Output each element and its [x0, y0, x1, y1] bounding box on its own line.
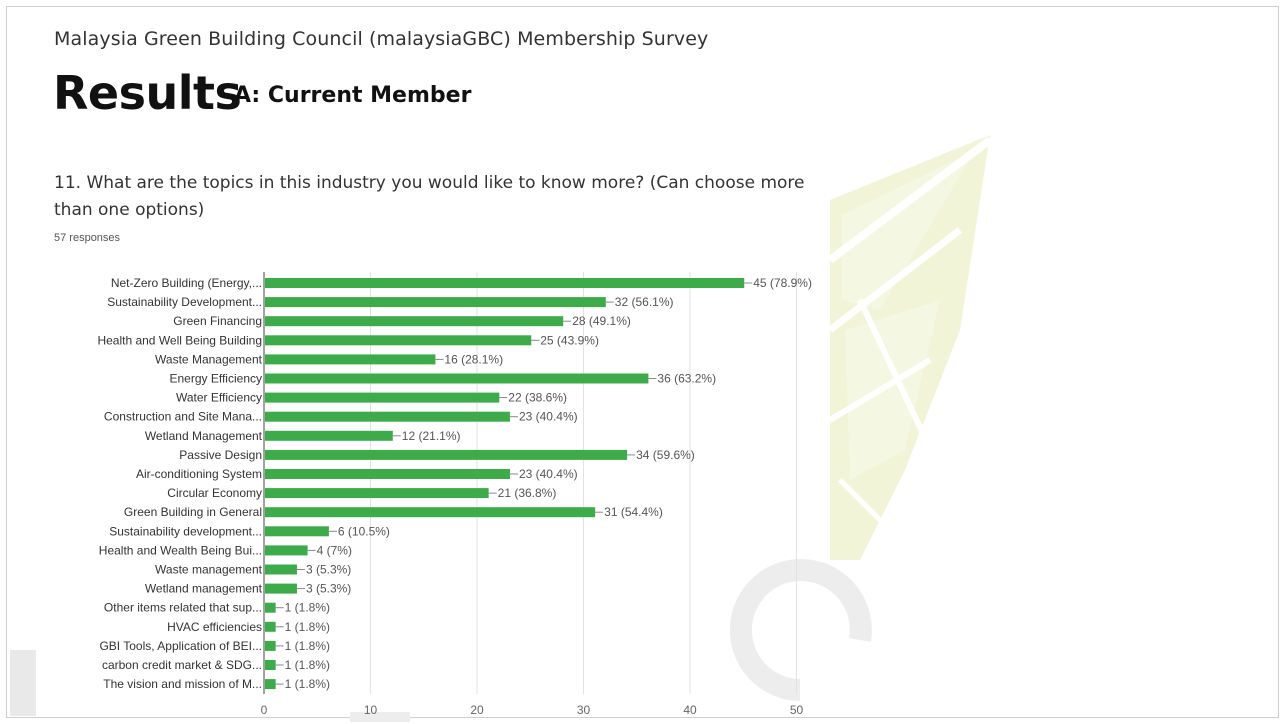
bar [265, 602, 276, 613]
data-label: 25 (43.9%) [540, 333, 599, 347]
bar [265, 297, 606, 308]
data-label: 6 (10.5%) [338, 524, 390, 538]
data-label: 16 (28.1%) [444, 352, 503, 366]
response-count: 57 responses [54, 232, 121, 244]
category-label: Health and Wealth Being Bui... [99, 543, 262, 557]
data-label: 28 (49.1%) [572, 314, 631, 328]
data-label: 23 (40.4%) [519, 410, 578, 424]
x-tick-label: 20 [470, 703, 484, 717]
data-label: 21 (36.8%) [498, 486, 557, 500]
section-label: A: Current Member [234, 83, 472, 108]
bar [265, 316, 564, 327]
bar [265, 373, 649, 384]
category-label: Waste Management [155, 352, 263, 366]
x-tick-label: 0 [261, 703, 268, 717]
data-label: 34 (59.6%) [636, 448, 695, 462]
data-label: 36 (63.2%) [657, 372, 716, 386]
category-label: Other items related that sup... [104, 601, 262, 615]
category-label: Health and Well Being Building [97, 333, 262, 347]
category-label: Net-Zero Building (Energy,... [111, 276, 262, 290]
bar [265, 507, 596, 518]
category-label: Green Building in General [124, 505, 262, 519]
x-tick-label: 30 [577, 703, 591, 717]
data-label: 1 (1.8%) [285, 639, 330, 653]
bar [265, 430, 393, 441]
slide-frame [6, 6, 1279, 718]
data-label: 23 (40.4%) [519, 467, 578, 481]
bar [265, 488, 489, 499]
bar [265, 449, 628, 460]
category-label: Passive Design [179, 448, 262, 462]
x-tick-label: 10 [364, 703, 378, 717]
bar [265, 545, 308, 556]
category-label: The vision and mission of M... [103, 677, 262, 691]
bar [265, 583, 297, 594]
category-label: Waste management [155, 563, 263, 577]
data-label: 1 (1.8%) [285, 601, 330, 615]
data-label: 4 (7%) [317, 543, 352, 557]
category-label: Water Efficiency [176, 391, 262, 405]
category-label: carbon credit market & SDG... [102, 658, 262, 672]
data-label: 22 (38.6%) [508, 391, 567, 405]
bar [265, 564, 297, 575]
data-label: 12 (21.1%) [402, 429, 461, 443]
data-label: 32 (56.1%) [615, 295, 674, 309]
bar [265, 278, 745, 288]
category-label: Energy Efficiency [170, 372, 263, 386]
bar [265, 392, 500, 403]
bar [265, 335, 532, 346]
category-label: GBI Tools, Application of BEI... [99, 639, 262, 653]
data-label: 1 (1.8%) [285, 658, 330, 672]
bar [265, 621, 276, 632]
x-tick-label: 40 [683, 703, 697, 717]
data-label: 3 (5.3%) [306, 563, 351, 577]
category-label: Sustainability development... [109, 524, 262, 538]
category-label: HVAC efficiencies [167, 620, 262, 634]
category-label: Wetland Management [145, 429, 263, 443]
bar [265, 469, 510, 479]
category-label: Wetland management [145, 582, 263, 596]
data-label: 45 (78.9%) [753, 276, 812, 290]
bar [265, 411, 510, 422]
category-label: Sustainability Development... [107, 295, 262, 309]
data-label: 31 (54.4%) [604, 505, 663, 519]
category-label: Air-conditioning System [136, 467, 262, 481]
bar [265, 679, 276, 690]
bar [265, 354, 436, 365]
x-tick-label: 50 [790, 703, 804, 717]
results-heading: Results [53, 66, 242, 120]
data-label: 1 (1.8%) [285, 677, 330, 691]
bar [265, 640, 276, 651]
category-label: Green Financing [173, 314, 262, 328]
question-text: 11. What are the topics in this industry… [54, 173, 805, 220]
category-label: Construction and Site Mana... [104, 410, 262, 424]
bar [265, 526, 329, 537]
category-label: Circular Economy [167, 486, 262, 500]
data-label: 3 (5.3%) [306, 582, 351, 596]
bar [265, 660, 276, 670]
survey-title: Malaysia Green Building Council (malaysi… [54, 28, 709, 50]
data-label: 1 (1.8%) [285, 620, 330, 634]
